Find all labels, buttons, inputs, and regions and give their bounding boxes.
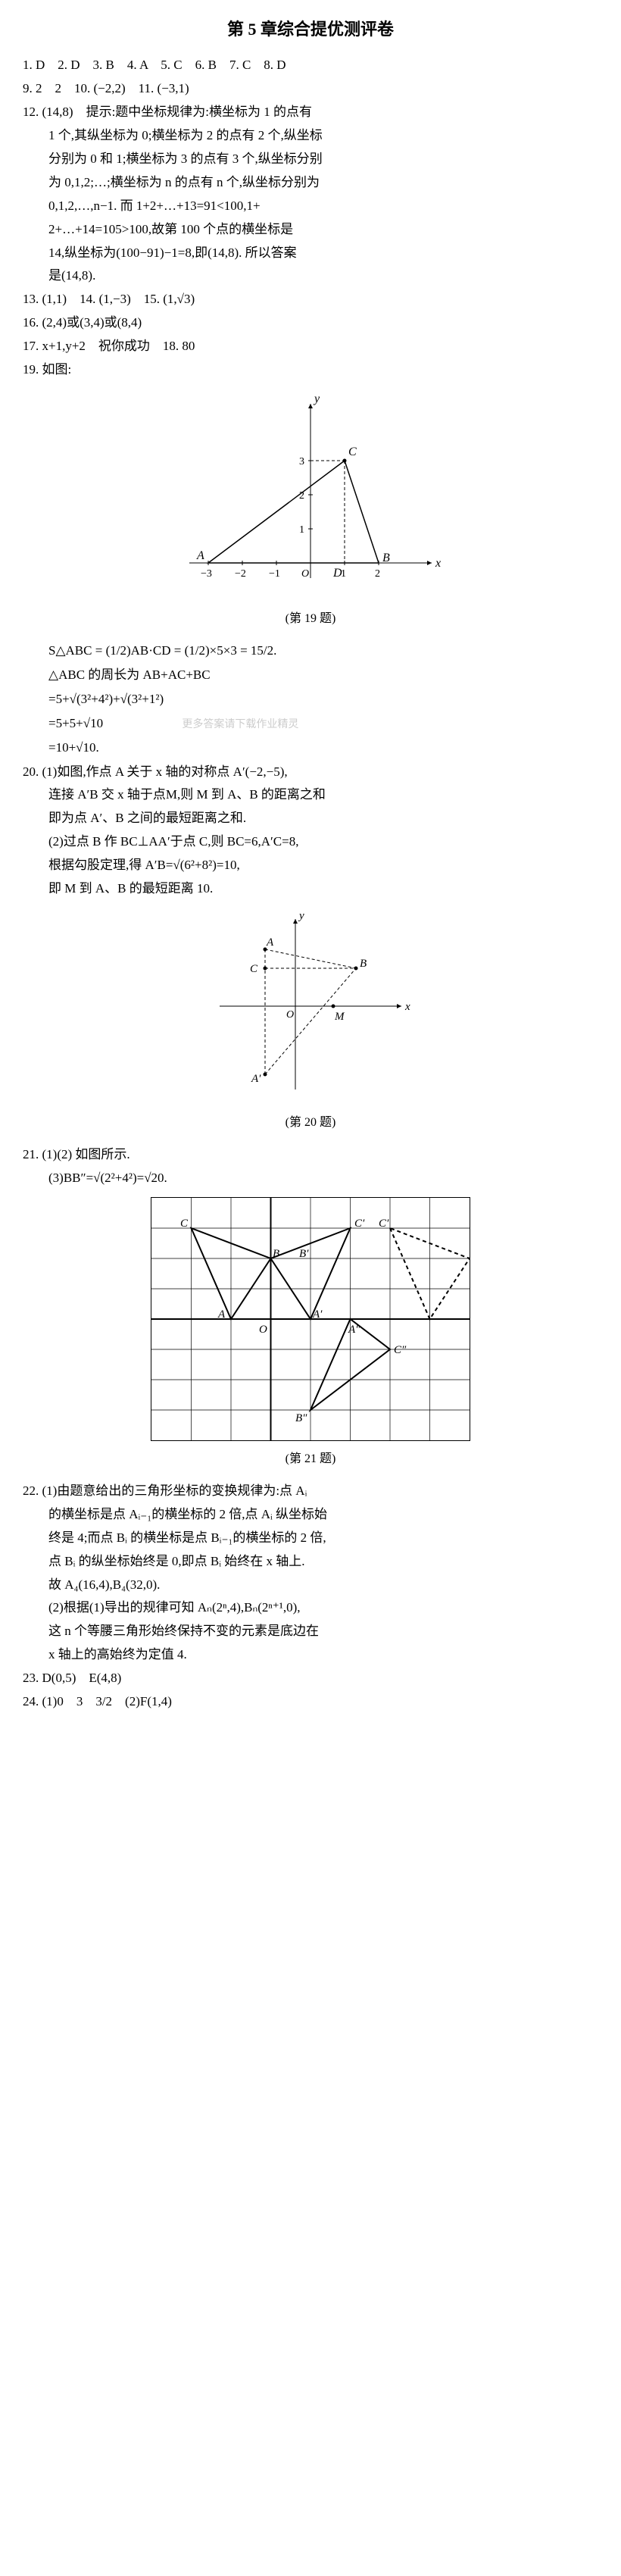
q12-l5: 2+…+14=105>100,故第 100 个点的横坐标是 bbox=[23, 219, 598, 241]
svg-text:−3: −3 bbox=[201, 568, 212, 580]
q12-l7: 是(14,8). bbox=[23, 265, 598, 287]
answers-row-1: 1. D 2. D 3. B 4. A 5. C 6. B 7. C 8. D bbox=[23, 55, 598, 77]
q12-l3: 为 0,1,2;…;横坐标为 n 的点有 n 个,纵坐标分别为 bbox=[23, 172, 598, 194]
svg-text:A′: A′ bbox=[251, 1073, 261, 1085]
svg-text:C: C bbox=[348, 445, 357, 458]
svg-text:B: B bbox=[273, 1248, 279, 1260]
q12-l1: 1 个,其纵坐标为 0;横坐标为 2 的点有 2 个,纵坐标 bbox=[23, 125, 598, 147]
svg-text:D: D bbox=[332, 567, 342, 580]
q23: 23. D(0,5) E(4,8) bbox=[23, 1668, 598, 1690]
fig20-caption: (第 20 题) bbox=[23, 1112, 598, 1133]
x-axis-label: x bbox=[435, 557, 441, 570]
svg-text:A: A bbox=[196, 549, 204, 562]
svg-text:A: A bbox=[217, 1308, 226, 1321]
svg-text:A′: A′ bbox=[312, 1308, 323, 1321]
svg-text:2: 2 bbox=[375, 568, 380, 580]
q22-l6: (2)根据(1)导出的规律可知 Aₙ(2ⁿ,4),Bₙ(2ⁿ⁺¹,0), bbox=[23, 1597, 598, 1619]
svg-text:C′: C′ bbox=[379, 1218, 389, 1230]
y-axis-label: y bbox=[313, 392, 320, 405]
svg-text:B′: B′ bbox=[299, 1248, 309, 1260]
q21-l1: 21. (1)(2) 如图所示. bbox=[23, 1144, 598, 1166]
q22-l7: 这 n 个等腰三角形始终保持不变的元素是底边在 bbox=[23, 1621, 598, 1643]
q22-l4: 点 Bᵢ 的纵坐标始终是 0,即点 Bᵢ 始终在 x 轴上. bbox=[23, 1551, 598, 1573]
q22-l1: 22. (1)由题意给出的三角形坐标的变换规律为:点 Aᵢ bbox=[23, 1480, 598, 1502]
fig19-caption: (第 19 题) bbox=[23, 608, 598, 629]
svg-text:O: O bbox=[286, 1009, 294, 1021]
chapter-title: 第 5 章综合提优测评卷 bbox=[23, 15, 598, 43]
q21-l2: (3)BB″=√(2²+4²)=√20. bbox=[23, 1168, 598, 1190]
q20-l6: 即 M 到 A、B 的最短距离 10. bbox=[23, 878, 598, 900]
watermark: 更多答案请下载作业精灵 bbox=[182, 719, 298, 730]
svg-text:A″: A″ bbox=[348, 1324, 360, 1336]
svg-text:C: C bbox=[250, 963, 258, 975]
q17: 17. x+1,y+2 祝你成功 18. 80 bbox=[23, 336, 598, 358]
q22-l5: 故 A₄(16,4),B₄(32,0). bbox=[23, 1574, 598, 1596]
q19-f5: =10+√10. bbox=[23, 737, 598, 759]
svg-text:1: 1 bbox=[299, 524, 304, 536]
q16: 16. (2,4)或(3,4)或(8,4) bbox=[23, 312, 598, 334]
q13: 13. (1,1) 14. (1,−3) 15. (1,√3) bbox=[23, 289, 598, 311]
svg-text:B: B bbox=[360, 958, 367, 970]
figure-20: x y O A C B A′ M bbox=[204, 908, 417, 1105]
q19-f3: =5+√(3²+4²)+√(3²+1²) bbox=[23, 689, 598, 711]
q20-l4: (2)过点 B 作 BC⊥AA′于点 C,则 BC=6,A′C=8, bbox=[23, 831, 598, 853]
q19-head: 19. 如图: bbox=[23, 359, 598, 381]
svg-text:x: x bbox=[404, 1001, 410, 1013]
svg-text:M: M bbox=[334, 1011, 345, 1023]
q24: 24. (1)0 3 3/2 (2)F(1,4) bbox=[23, 1691, 598, 1713]
svg-text:C″: C″ bbox=[394, 1344, 407, 1356]
q12-l6: 14,纵坐标为(100−91)−1=8,即(14,8). 所以答案 bbox=[23, 242, 598, 264]
q19-f1: S△ABC = (1/2)AB·CD = (1/2)×5×3 = 15/2. bbox=[23, 640, 598, 662]
q19-f2: △ABC 的周长为 AB+AC+BC bbox=[23, 664, 598, 686]
svg-text:3: 3 bbox=[299, 456, 304, 467]
q22-l2: 的横坐标是点 Aᵢ₋₁的横坐标的 2 倍,点 Aᵢ 纵坐标始 bbox=[23, 1504, 598, 1526]
q12-head: 12. (14,8) 提示:题中坐标规律为:横坐标为 1 的点有 bbox=[23, 102, 598, 123]
fig21-caption: (第 21 题) bbox=[23, 1449, 598, 1469]
q20-l1: 20. (1)如图,作点 A 关于 x 轴的对称点 A′(−2,−5), bbox=[23, 761, 598, 783]
q12-l2: 分别为 0 和 1;横坐标为 3 的点有 3 个,纵坐标分别 bbox=[23, 148, 598, 170]
figure-19: x y −3−2−1 O 12 123 A B C D bbox=[174, 389, 447, 601]
q22-l8: x 轴上的高始终为定值 4. bbox=[23, 1644, 598, 1666]
svg-text:−2: −2 bbox=[235, 568, 246, 580]
svg-text:O: O bbox=[301, 568, 309, 580]
q20-l3: 即为点 A′、B 之间的最短距离之和. bbox=[23, 808, 598, 830]
svg-text:y: y bbox=[298, 910, 304, 922]
svg-text:C′: C′ bbox=[354, 1218, 365, 1230]
svg-text:B: B bbox=[382, 552, 390, 564]
svg-text:A: A bbox=[266, 936, 274, 949]
svg-text:−1: −1 bbox=[269, 568, 280, 580]
answers-row-2: 9. 2 2 10. (−2,2) 11. (−3,1) bbox=[23, 78, 598, 100]
q20-l5: 根据勾股定理,得 A′B=√(6²+8²)=10, bbox=[23, 855, 598, 877]
q19-f4: =5+5+√10 更多答案请下载作业精灵 bbox=[23, 713, 598, 735]
q20-l2: 连接 A′B 交 x 轴于点M,则 M 到 A、B 的距离之和 bbox=[23, 784, 598, 806]
figure-21: O C B A C′ B′ A′ C′ A″ B″ C″ bbox=[151, 1197, 470, 1441]
svg-text:B″: B″ bbox=[295, 1412, 307, 1424]
q22-l3: 终是 4;而点 Bᵢ 的横坐标是点 Bᵢ₋₁的横坐标的 2 倍, bbox=[23, 1527, 598, 1549]
svg-text:O: O bbox=[259, 1324, 267, 1336]
svg-text:C: C bbox=[180, 1218, 189, 1230]
q12-l4: 0,1,2,…,n−1. 而 1+2+…+13=91<100,1+ bbox=[23, 195, 598, 217]
